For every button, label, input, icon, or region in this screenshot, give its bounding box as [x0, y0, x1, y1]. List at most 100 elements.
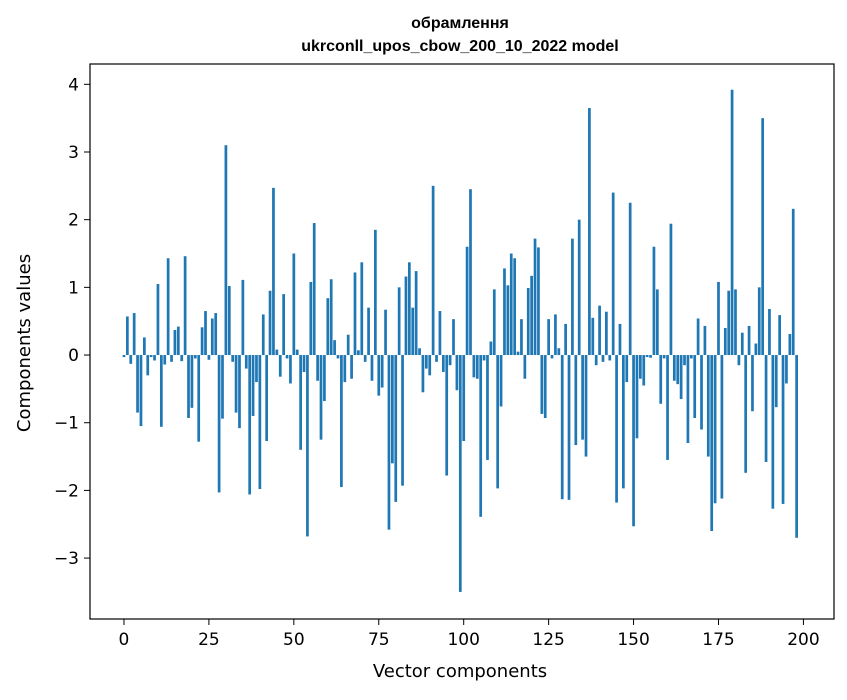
bar — [197, 355, 201, 442]
bar — [299, 355, 302, 450]
bar — [622, 355, 625, 489]
chart-title-line2: ukrconll_upos_cbow_200_10_2022 model — [301, 38, 618, 55]
bar — [509, 253, 513, 356]
bar — [768, 309, 771, 356]
y-axis-label: Components values — [14, 254, 35, 432]
bar — [268, 290, 272, 356]
bar — [611, 192, 615, 356]
bar — [387, 355, 391, 530]
bar — [336, 355, 340, 359]
bar — [482, 355, 486, 361]
bar — [312, 223, 316, 356]
bar — [227, 286, 231, 356]
bar — [513, 258, 517, 356]
bar — [340, 355, 343, 488]
bar — [764, 355, 768, 462]
y-tick-label: 4 — [68, 75, 79, 95]
bar — [472, 355, 476, 378]
bar — [751, 355, 754, 412]
bar — [445, 355, 449, 476]
bar — [248, 355, 252, 495]
bar — [516, 351, 520, 356]
bar — [703, 325, 707, 356]
bar — [486, 355, 489, 460]
bar — [713, 355, 717, 504]
bar — [605, 311, 608, 356]
bar — [285, 355, 289, 359]
bar — [346, 334, 350, 356]
bar — [652, 246, 656, 356]
bar — [795, 355, 798, 538]
bar — [747, 325, 751, 356]
x-tick-label: 75 — [368, 630, 390, 650]
bar — [448, 355, 452, 366]
bar — [258, 355, 262, 490]
bar — [649, 355, 652, 358]
bar — [571, 238, 574, 356]
bar — [781, 355, 785, 504]
bar — [458, 355, 462, 592]
bar — [666, 355, 669, 460]
bar — [672, 355, 676, 381]
bar — [564, 323, 567, 356]
bar — [625, 355, 629, 383]
bar — [244, 355, 248, 369]
bar — [132, 313, 136, 356]
bar — [204, 311, 207, 356]
bar — [353, 272, 357, 356]
x-tick-label: 200 — [787, 630, 819, 650]
bar — [635, 355, 639, 439]
bar — [357, 350, 360, 356]
bar — [289, 355, 292, 384]
bar — [526, 288, 530, 356]
y-tick-label: 0 — [68, 346, 79, 366]
bar — [581, 355, 584, 440]
bar — [329, 279, 333, 356]
bar — [241, 279, 245, 356]
bar — [550, 355, 554, 359]
bar — [632, 355, 635, 527]
bar — [282, 294, 285, 356]
bar — [462, 355, 466, 441]
bar — [156, 283, 160, 356]
bar — [737, 355, 741, 366]
bar — [418, 348, 421, 356]
bar — [628, 202, 632, 356]
bar — [401, 355, 404, 486]
ticks-layer: 0 25 50 75 100 125 150 175 200 −3 −2 −1 0 1 2 3 4 — [54, 75, 820, 650]
bar — [560, 355, 564, 500]
bar — [506, 285, 510, 356]
bar — [706, 355, 710, 457]
bar — [163, 355, 167, 365]
bar — [323, 355, 326, 402]
bar — [360, 262, 364, 356]
bar — [272, 187, 275, 356]
bar — [221, 355, 224, 419]
bars-layer — [122, 89, 798, 592]
bar — [679, 355, 683, 400]
bar — [129, 355, 133, 364]
bar — [224, 145, 228, 356]
bar — [778, 315, 781, 356]
bar — [367, 307, 370, 356]
bar — [710, 355, 714, 532]
bar — [662, 355, 666, 359]
bar — [492, 289, 496, 356]
bar — [608, 355, 612, 361]
bar — [540, 355, 544, 414]
bar — [696, 318, 700, 356]
bar — [669, 223, 673, 356]
bar — [754, 343, 758, 356]
x-tick-label: 0 — [119, 630, 130, 650]
bar — [686, 355, 690, 444]
bar — [193, 355, 197, 359]
bar — [598, 305, 601, 356]
bar — [187, 355, 190, 418]
bar — [146, 355, 150, 376]
bar — [496, 355, 500, 489]
y-tick-label: 1 — [68, 278, 79, 298]
bar — [397, 287, 401, 356]
bar — [757, 287, 761, 356]
